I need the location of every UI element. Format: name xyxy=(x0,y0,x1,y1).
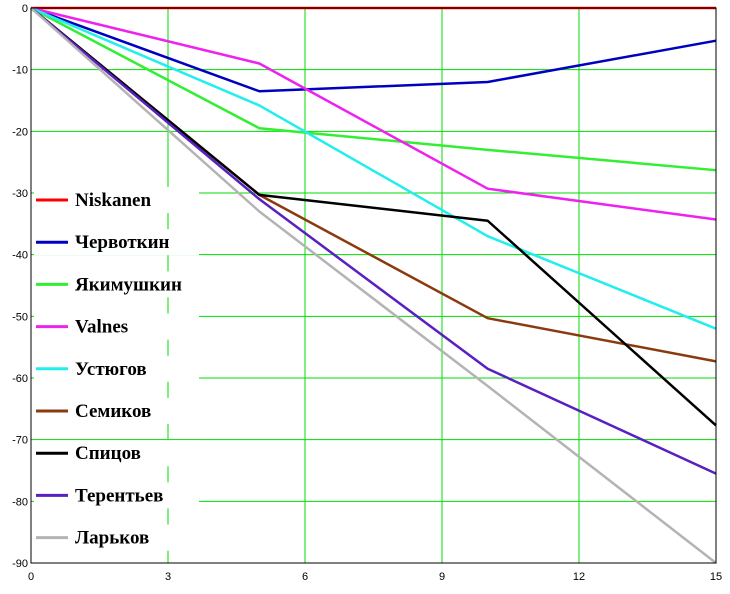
y-tick-label: -60 xyxy=(12,373,28,385)
series-line-8 xyxy=(30,7,717,475)
x-tick-label: 3 xyxy=(165,571,171,583)
y-tick-label: -90 xyxy=(12,558,28,570)
x-tick-label: 12 xyxy=(573,571,585,583)
legend-label: Valnes xyxy=(75,317,128,338)
series-line-9 xyxy=(30,7,717,564)
legend-label: Якимушкин xyxy=(75,274,182,295)
y-tick-label: 0 xyxy=(22,3,28,15)
legend-label: Семиков xyxy=(75,401,151,422)
series-line-3 xyxy=(30,6,717,172)
y-tick-label: -20 xyxy=(12,126,28,138)
x-tick-label: 6 xyxy=(302,571,308,583)
x-tick-label: 15 xyxy=(710,571,722,583)
y-tick-label: -80 xyxy=(12,496,28,508)
y-tick-label: -10 xyxy=(12,65,28,77)
legend-label: Niskanen xyxy=(75,190,151,211)
legend-label: Устюгов xyxy=(75,359,147,380)
y-tick-label: -40 xyxy=(12,250,28,262)
plot-frame xyxy=(30,7,717,564)
series-line-5 xyxy=(30,6,717,330)
axis-ticks: 0 3 6 9 12 15 0 -10 -20 -30 -40 -50 -60 -70 -80 -90 xyxy=(12,3,722,583)
legend-label: Ларьков xyxy=(75,528,149,549)
legend-label: Червоткин xyxy=(75,232,170,253)
legend-label: Терентьев xyxy=(75,485,163,506)
legend-label: Спицов xyxy=(75,443,141,464)
y-tick-label: -30 xyxy=(12,188,28,200)
series-lines xyxy=(30,6,717,564)
legend: Niskanen Червоткин Якимушкин Valnes Устюгов С… xyxy=(34,187,199,551)
series-line-2 xyxy=(30,6,717,93)
y-tick-label: -50 xyxy=(12,311,28,323)
series-line-4 xyxy=(30,6,717,221)
y-tick-label: -70 xyxy=(12,435,28,447)
series-line-7 xyxy=(30,7,717,427)
x-tick-label: 9 xyxy=(439,571,445,583)
x-tick-label: 0 xyxy=(28,571,34,583)
